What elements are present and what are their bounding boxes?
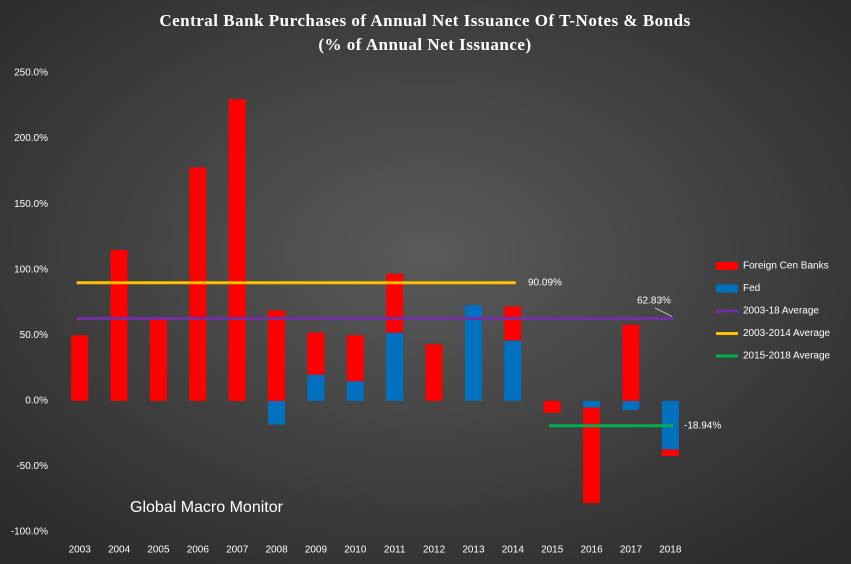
average-label: -18.94% [684,421,721,432]
x-tick-label: 2012 [423,545,446,556]
bar [386,332,404,401]
bar [661,449,679,456]
bar [307,332,325,375]
bar [464,305,482,401]
bar [149,319,167,401]
x-tick-label: 2006 [187,545,210,556]
average-label: 62.83% [637,296,671,307]
legend-label: 2003-18 Average [743,306,819,317]
bar [307,374,325,401]
bar [504,306,522,341]
x-tick-label: 2017 [620,545,643,556]
legend-label: Foreign Cen Banks [743,261,829,272]
bar [346,381,364,401]
x-tick-label: 2016 [580,545,603,556]
y-tick-label: -100.0% [11,527,48,538]
y-tick-label: 0.0% [25,395,48,406]
legend-label: 2003-2014 Average [743,328,831,339]
x-tick-label: 2009 [305,545,328,556]
x-tick-label: 2008 [265,545,288,556]
bar [425,344,443,401]
label-pointer [654,307,673,317]
bar [110,250,128,401]
y-tick-label: 200.0% [14,133,48,144]
x-tick-label: 2004 [108,545,131,556]
bar [504,340,522,401]
y-tick-label: -50.0% [16,461,48,472]
bar [268,310,286,401]
bar [583,407,601,504]
x-tick-label: 2005 [147,545,170,556]
legend-swatch [716,284,738,293]
x-tick-label: 2013 [462,545,485,556]
x-tick-label: 2007 [226,545,249,556]
bar [268,400,286,425]
average-label: 90.09% [528,278,562,289]
y-tick-label: 150.0% [14,199,48,210]
y-tick-label: 100.0% [14,264,48,275]
bar [622,400,640,411]
legend-label: 2015-2018 Average [743,351,831,362]
x-tick-label: 2003 [69,545,92,556]
watermark: Global Macro Monitor [130,499,284,516]
y-tick-label: 250.0% [14,68,48,79]
legend-label: Fed [743,283,760,294]
x-tick-label: 2011 [384,545,406,556]
chart-title: Central Bank Purchases of Annual Net Iss… [159,11,690,30]
bar [543,400,561,413]
legend-swatch [716,262,738,270]
bar [622,324,640,401]
bar [583,400,601,408]
y-tick-label: 50.0% [20,330,48,341]
x-tick-label: 2010 [344,545,367,556]
x-tick-label: 2015 [541,545,564,556]
x-tick-label: 2018 [659,545,682,556]
bar [346,335,364,382]
bar [228,99,246,401]
x-tick-label: 2014 [502,545,525,556]
bar [71,335,89,401]
chart-subtitle: (% of Annual Net Issuance) [318,35,531,54]
